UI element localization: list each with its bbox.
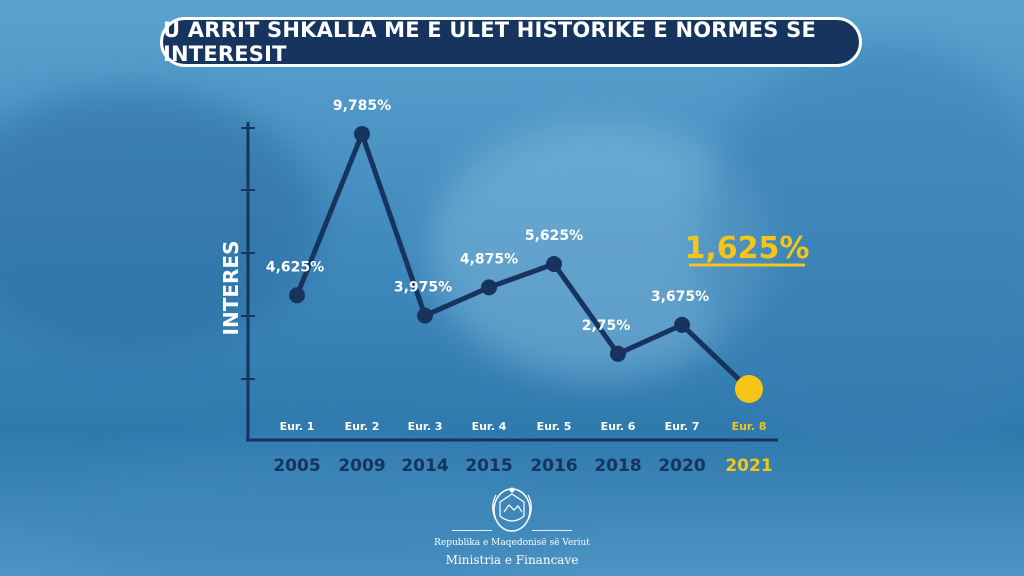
data-label: 3,975% (394, 280, 452, 296)
data-label: 4,625% (266, 259, 324, 275)
y-axis-label: INTERES (219, 241, 243, 336)
issue-label: Eur. 3 (408, 420, 443, 433)
x-tick-label: 2021 (725, 456, 772, 476)
data-label: 5,625% (525, 228, 583, 244)
country-name: Republika e Maqedonisë së Veriut (434, 538, 590, 548)
series-line (294, 131, 751, 391)
highlight-value-label: 1,625% (685, 231, 810, 266)
data-label: 4,875% (460, 251, 518, 267)
data-label: 3,675% (651, 289, 709, 305)
footer-rule-right (532, 530, 572, 531)
issue-label: Eur. 8 (732, 420, 767, 433)
background-shape (60, 440, 560, 576)
ministry-name: Ministria e Financave (445, 553, 579, 567)
y-axis (241, 122, 255, 440)
x-tick-label: 2005 (273, 456, 320, 476)
data-label: 2,75% (582, 318, 631, 334)
issue-label: Eur. 4 (472, 420, 507, 433)
issue-label: Eur. 7 (665, 420, 700, 433)
x-tick-label: 2009 (338, 456, 385, 476)
x-tick-label: 2020 (658, 456, 705, 476)
x-tick-label: 2014 (401, 456, 448, 476)
data-point (735, 375, 763, 403)
data-label: 9,785% (333, 98, 391, 114)
data-point (354, 126, 370, 142)
page-title: U ARRIT SHKALLA MË E ULËT HISTORIKE E NO… (160, 17, 862, 67)
issue-label: Eur. 6 (601, 420, 636, 433)
data-point (674, 316, 690, 333)
x-tick-label: 2016 (530, 456, 577, 476)
footer-rule-left (452, 530, 492, 531)
x-tick-label: 2018 (594, 456, 641, 476)
data-point (481, 279, 497, 296)
x-tick-label: 2015 (465, 456, 512, 476)
issue-label: Eur. 1 (280, 420, 315, 433)
data-point (289, 287, 305, 304)
background-shape (0, 90, 320, 350)
data-point (546, 256, 562, 272)
issue-label: Eur. 5 (537, 420, 572, 433)
issue-label: Eur. 2 (345, 420, 380, 433)
data-point (417, 307, 433, 324)
data-point (610, 345, 626, 362)
